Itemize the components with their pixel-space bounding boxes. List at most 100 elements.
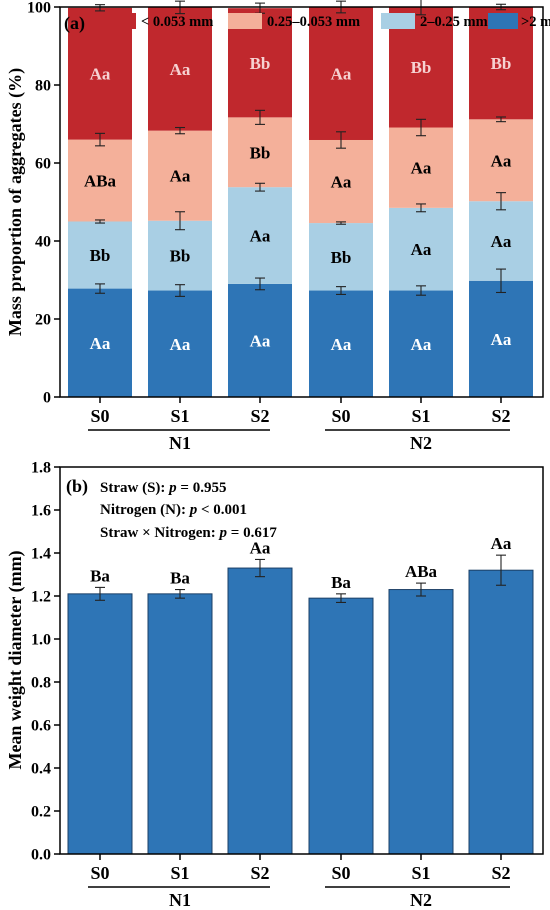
- bar-segment: [148, 220, 212, 291]
- y-tick-label: 0.0: [31, 847, 51, 864]
- bar: [227, 567, 293, 855]
- x-tick-label: S0: [331, 406, 350, 426]
- bar: [147, 593, 213, 855]
- bar-segment-label: Bb: [331, 248, 352, 267]
- y-tick-label: 1.6: [31, 503, 51, 520]
- panel-a-x-ticks: S0 S1 S2 S0 S1 S2: [90, 397, 511, 426]
- panel-b-x-ticks: S0 S1 S2 S0 S1 S2: [90, 854, 511, 883]
- stats-nitrogen-p: p: [188, 502, 198, 518]
- panel-a-frame: [59, 6, 544, 398]
- bar: [67, 593, 133, 855]
- bar: [468, 569, 534, 855]
- bar-segment-label: ABa: [84, 172, 117, 191]
- legend-swatch-lt-0053: [102, 13, 136, 29]
- bar-segment: [309, 139, 373, 224]
- panel-b-y-axis-label: Mean weight diameter (mm): [5, 550, 26, 769]
- y-tick-label: 0.4: [31, 761, 51, 778]
- stats-straw: Straw (S): p = 0.955: [100, 480, 226, 496]
- panel-b-stats: Straw (S): p = 0.955 Nitrogen (N): p < 0…: [100, 480, 277, 541]
- bar-segment-label: Aa: [331, 173, 352, 192]
- bar-segment: [68, 288, 132, 397]
- x-tick-label: S1: [411, 863, 430, 883]
- stats-interaction-value: = 0.617: [227, 525, 277, 541]
- bar-segment-label: Bb: [250, 54, 271, 73]
- y-tick-label: 0.2: [31, 804, 51, 821]
- bar-segment-label: Aa: [250, 227, 271, 246]
- bar-segment-label: Aa: [90, 334, 111, 353]
- x-tick-label: S0: [90, 863, 109, 883]
- panel-b-bar-labels: Ba Ba Aa Ba ABa Aa: [90, 534, 512, 592]
- bar-label: Ba: [331, 573, 351, 592]
- bar-segment-label: Aa: [411, 335, 432, 354]
- bar-segment: [469, 119, 533, 202]
- y-tick-label: 20: [35, 312, 51, 329]
- bar-segment-label: Aa: [491, 151, 512, 170]
- y-tick-label: 100: [27, 0, 51, 17]
- bar-segment-label: Bb: [90, 246, 111, 265]
- y-tick-label: 1.4: [31, 546, 51, 563]
- y-tick-label: 80: [35, 78, 51, 95]
- bar-segment: [469, 280, 533, 397]
- y-tick-label: 0: [43, 390, 51, 407]
- bar-segment-label: Aa: [250, 331, 271, 350]
- bar-segment: [68, 139, 132, 222]
- legend-label-025-0053: 0.25–0.053 mm: [267, 14, 360, 30]
- y-tick-label: 40: [35, 234, 51, 251]
- x-tick-label: S2: [491, 863, 510, 883]
- bar: [308, 597, 374, 855]
- panel-a: Aa Bb ABa Aa Aa Bb Aa Aa Aa Aa Bb Bb Aa Bb Aa Aa Aa Aa Aa B…: [5, 0, 550, 453]
- stats-interaction-term: Straw × Nitrogen:: [100, 525, 220, 541]
- bar-label: Ba: [170, 569, 190, 588]
- panel-b-y-ticks: 0.0 0.2 0.4 0.6 0.8 1.0 1.2 1.4 1.6 1.8: [31, 460, 60, 864]
- y-tick-label: 60: [35, 156, 51, 173]
- bar-segment-label: Aa: [411, 240, 432, 259]
- stats-interaction: Straw × Nitrogen: p = 0.617: [100, 525, 277, 541]
- bar-label: Ba: [90, 566, 110, 585]
- stats-nitrogen: Nitrogen (N): p < 0.001: [100, 502, 247, 518]
- bar-segment-label: Aa: [331, 335, 352, 354]
- group-label: N1: [169, 433, 191, 453]
- y-tick-label: 1.0: [31, 632, 51, 649]
- bar-segment: [389, 207, 453, 291]
- panel-a-legend: < 0.053 mm 0.25–0.053 mm 2–0.25 mm >2 mm: [102, 13, 550, 30]
- bar-segment-label: Aa: [491, 232, 512, 251]
- bar-segment-label: Bb: [170, 247, 191, 266]
- bar-segment-label: Aa: [170, 167, 191, 186]
- x-tick-label: S1: [170, 863, 189, 883]
- x-tick-label: S1: [170, 406, 189, 426]
- legend-swatch-gt-2: [488, 13, 518, 29]
- bar-segment: [148, 290, 212, 397]
- bar-segment-label: Aa: [411, 159, 432, 178]
- x-tick-label: S0: [90, 406, 109, 426]
- bar-segment-label: Aa: [170, 60, 191, 79]
- bar-segment-label: Bb: [250, 143, 271, 162]
- stats-interaction-p: p: [218, 525, 228, 541]
- bar-segment-label: Aa: [90, 65, 111, 84]
- stats-straw-value: = 0.955: [177, 480, 227, 496]
- bar-segment-label: Aa: [491, 330, 512, 349]
- y-tick-label: 0.8: [31, 675, 51, 692]
- bar-segment: [469, 201, 533, 281]
- bar-segment: [389, 290, 453, 397]
- x-tick-label: S1: [411, 406, 430, 426]
- panel-a-bar-labels: Aa Bb ABa Aa Aa Bb Aa Aa Aa Aa Bb Bb Aa Bb Aa Aa Aa Aa Aa B…: [84, 54, 512, 354]
- y-tick-label: 1.8: [31, 460, 51, 477]
- panel-b-label: (b): [66, 476, 88, 497]
- panel-a-label: (a): [64, 13, 85, 34]
- bar-segment: [389, 127, 453, 208]
- bar-segment-label: Bb: [411, 58, 432, 77]
- bar-segment: [68, 7, 132, 140]
- bar-segment: [309, 7, 373, 140]
- bar-segment: [148, 130, 212, 221]
- legend-label-lt-0053: < 0.053 mm: [141, 14, 213, 30]
- panel-a-error-bars: [95, 0, 506, 297]
- panel-b-frame: [59, 466, 544, 855]
- stats-nitrogen-term: Nitrogen (N):: [100, 502, 190, 518]
- bar-label: Aa: [491, 534, 512, 553]
- bar-segment-label: Bb: [491, 54, 512, 73]
- bar-segment: [309, 223, 373, 291]
- bar-label: Aa: [250, 538, 271, 557]
- bar-segment-label: Aa: [170, 335, 191, 354]
- group-label: N2: [410, 890, 432, 910]
- bar-segment-label: Aa: [331, 64, 352, 83]
